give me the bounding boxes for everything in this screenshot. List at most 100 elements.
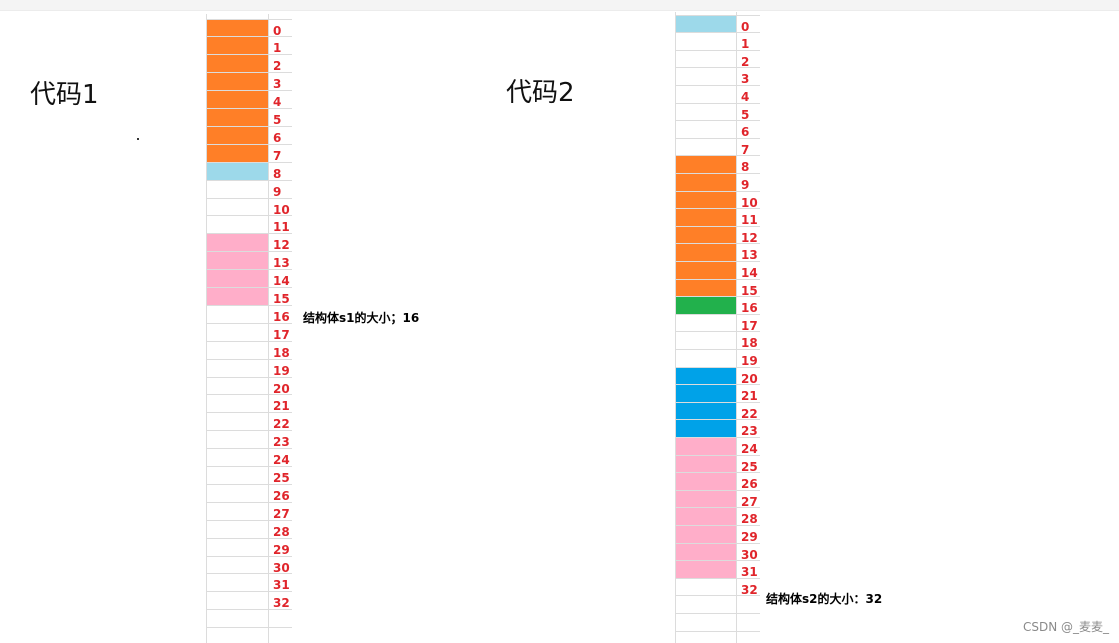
grid-hline [206, 215, 292, 216]
byte-offset-label: 24 [741, 442, 758, 456]
byte-offset-label: 14 [741, 266, 758, 280]
grid-hline [206, 54, 292, 55]
grid-hline [206, 556, 292, 557]
grid-hline [675, 595, 760, 596]
byte-offset-label: 2 [273, 59, 282, 73]
grid-hline [675, 490, 760, 491]
byte-offset-label: 11 [741, 213, 758, 227]
grid-hline [675, 296, 760, 297]
byte-offset-label: 16 [273, 310, 290, 324]
byte-offset-label: 32 [741, 583, 758, 597]
grid-hline [675, 32, 760, 33]
byte-offset-label: 16 [741, 301, 758, 315]
grid-hline [206, 90, 292, 91]
byte-offset-label: 21 [273, 399, 290, 413]
byte-offset-label: 14 [273, 274, 290, 288]
byte-offset-label: 26 [741, 477, 758, 491]
memory-byte-cell [676, 368, 736, 384]
byte-offset-label: 31 [273, 578, 290, 592]
byte-offset-label: 28 [741, 512, 758, 526]
grid-hline [675, 437, 760, 438]
grid-hline [675, 243, 760, 244]
memory-byte-cell [676, 508, 736, 525]
grid-hline [675, 631, 760, 632]
grid-hline [206, 36, 292, 37]
grid-hline [675, 103, 760, 104]
grid-hline [206, 538, 292, 539]
memory-byte-cell [207, 55, 268, 72]
memory-byte-cell [676, 544, 736, 560]
grid-hline [675, 208, 760, 209]
grid-hline [675, 138, 760, 139]
grid-hline [206, 484, 292, 485]
grid-hline [675, 402, 760, 403]
memory-byte-cell [676, 262, 736, 279]
memory-byte-cell [207, 234, 268, 251]
byte-offset-label: 17 [273, 328, 290, 342]
byte-offset-label: 30 [273, 561, 290, 575]
memory-byte-cell [676, 526, 736, 543]
byte-offset-label: 2 [741, 55, 750, 69]
memory-byte-cell [676, 156, 736, 173]
grid-hline [206, 287, 292, 288]
memory-byte-cell [207, 73, 268, 90]
byte-offset-label: 15 [273, 292, 290, 306]
byte-offset-label: 13 [273, 256, 290, 270]
byte-offset-label: 7 [273, 149, 282, 163]
memory-byte-cell [207, 145, 268, 162]
grid-vline [206, 14, 207, 643]
grid-hline [675, 507, 760, 508]
byte-offset-label: 1 [273, 41, 282, 55]
byte-offset-label: 0 [273, 24, 282, 38]
memory-byte-cell [676, 561, 736, 578]
byte-offset-label: 18 [741, 336, 758, 350]
grid-hline [206, 180, 292, 181]
grid-hline [206, 377, 292, 378]
byte-offset-label: 23 [273, 435, 290, 449]
grid-hline [206, 144, 292, 145]
memory-byte-cell [676, 420, 736, 437]
grid-hline [206, 448, 292, 449]
byte-offset-label: 9 [741, 178, 750, 192]
grid-hline [675, 525, 760, 526]
byte-offset-label: 3 [741, 72, 750, 86]
grid-hline [206, 520, 292, 521]
memory-byte-cell [676, 16, 736, 32]
memory-byte-cell [207, 91, 268, 108]
grid-hline [675, 120, 760, 121]
grid-hline [206, 19, 292, 20]
byte-offset-label: 27 [273, 507, 290, 521]
grid-hline [206, 72, 292, 73]
byte-offset-label: 20 [273, 382, 290, 396]
byte-offset-label: 19 [273, 364, 290, 378]
code1-title: 代码1 [30, 80, 99, 110]
grid-hline [206, 269, 292, 270]
byte-offset-label: 32 [273, 596, 290, 610]
grid-hline [206, 126, 292, 127]
byte-offset-label: 13 [741, 248, 758, 262]
byte-offset-label: 15 [741, 284, 758, 298]
byte-offset-label: 31 [741, 565, 758, 579]
memory-byte-cell [207, 109, 268, 126]
byte-offset-label: 6 [273, 131, 282, 145]
byte-offset-label: 19 [741, 354, 758, 368]
grid-hline [675, 85, 760, 86]
struct-s1-size-label: 结构体s1的大小；16 [303, 311, 420, 325]
byte-offset-label: 11 [273, 220, 290, 234]
grid-hline [675, 155, 760, 156]
grid-hline [675, 578, 760, 579]
grid-hline [206, 323, 292, 324]
memory-byte-cell [676, 244, 736, 261]
byte-offset-label: 27 [741, 495, 758, 509]
memory-byte-cell [207, 270, 268, 287]
memory-byte-cell [676, 280, 736, 296]
byte-offset-label: 12 [741, 231, 758, 245]
code2-title: 代码2 [506, 78, 575, 108]
byte-offset-label: 7 [741, 143, 750, 157]
byte-offset-label: 18 [273, 346, 290, 360]
grid-hline [675, 613, 760, 614]
grid-hline [675, 15, 760, 16]
byte-offset-label: 22 [273, 417, 290, 431]
grid-vline [675, 12, 676, 643]
byte-offset-label: 30 [741, 548, 758, 562]
